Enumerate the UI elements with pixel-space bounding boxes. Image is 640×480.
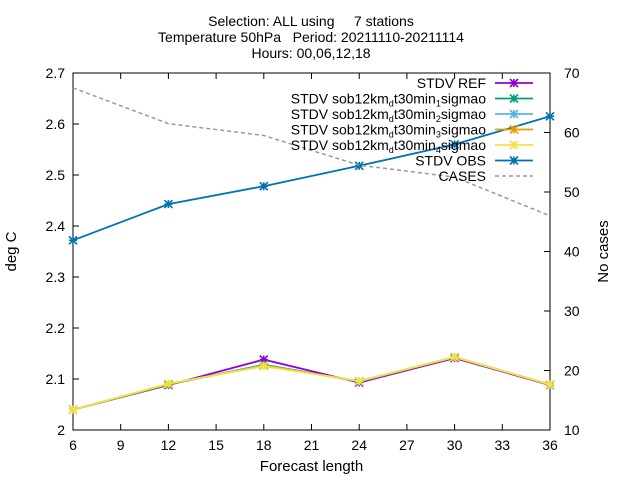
legend-label: STDV sob12kmd​t30min2​sigmao	[291, 106, 486, 124]
y2-tick-label: 50	[564, 184, 580, 200]
y2-tick-label: 20	[564, 363, 580, 379]
legend-label: STDV OBS	[415, 153, 486, 169]
y-tick-label: 2	[57, 422, 65, 438]
y2-tick-label: 70	[564, 65, 580, 81]
y2-tick-label: 10	[564, 422, 580, 438]
data-point	[259, 361, 269, 371]
y2-axis-ticks: 10 20 30 40 50 60 70	[544, 65, 580, 438]
x-axis-ticks: 6 9 12 15 18 21 24 27 30 33 36	[69, 73, 558, 453]
series-line	[72, 87, 551, 217]
data-point	[509, 124, 519, 135]
y-tick-label: 2.1	[46, 371, 66, 387]
data-point	[259, 181, 269, 191]
data-point	[68, 235, 78, 245]
title-line: Selection: ALL using 7 stations	[208, 13, 414, 29]
series-line	[72, 356, 551, 411]
title-line: Hours: 00,06,12,18	[251, 45, 370, 61]
y-tick-label: 2.5	[46, 167, 66, 183]
data-point	[545, 380, 555, 390]
x-tick-label: 27	[399, 437, 415, 453]
y-tick-label: 2.2	[46, 320, 66, 336]
legend-label: STDV sob12kmd​t30min4​sigmao	[291, 137, 486, 155]
y-tick-label: 2.6	[46, 116, 66, 132]
x-tick-label: 6	[69, 437, 77, 453]
y2-tick-label: 40	[564, 244, 580, 260]
chart-title: Selection: ALL using 7 stationsTemperatu…	[158, 13, 464, 61]
data-point	[163, 379, 173, 389]
x-tick-label: 18	[256, 437, 272, 453]
legend-label: CASES	[439, 168, 486, 184]
x-tick-label: 24	[351, 437, 367, 453]
x-tick-label: 21	[304, 437, 320, 453]
y-tick-label: 2.3	[46, 269, 66, 285]
legend-label: STDV REF	[417, 75, 486, 91]
title-line: Temperature 50hPa Period: 20211110-20211…	[158, 29, 464, 45]
data-point	[509, 109, 519, 119]
x-axis-label: Forecast length	[260, 458, 363, 475]
data-point	[450, 352, 460, 362]
data-point	[545, 111, 555, 121]
data-point	[509, 78, 519, 88]
x-tick-label: 15	[208, 437, 224, 453]
x-tick-label: 9	[117, 437, 125, 453]
data-point	[450, 139, 460, 149]
x-tick-label: 36	[542, 437, 558, 453]
data-point	[509, 93, 519, 104]
data-point	[163, 199, 173, 209]
y2-axis-label: No cases	[595, 220, 612, 283]
x-tick-label: 33	[495, 437, 511, 453]
data-point	[68, 405, 78, 415]
data-point	[354, 376, 364, 386]
series-line	[72, 357, 551, 411]
y-axis-ticks: 2 2.1 2.2 2.3 2.4 2.5 2.6 2.7	[46, 65, 79, 438]
series-lines	[68, 87, 555, 415]
legend-label: STDV sob12kmd​t30min3​sigmao	[291, 122, 486, 140]
series-line	[72, 115, 551, 242]
data-point	[509, 155, 519, 166]
data-point	[509, 140, 519, 150]
legend-label: STDV sob12kmd​t30min1​sigmao	[291, 91, 486, 109]
y-tick-label: 2.4	[46, 218, 66, 234]
y2-tick-label: 60	[564, 125, 580, 141]
y-tick-label: 2.7	[46, 65, 66, 81]
x-tick-label: 12	[161, 437, 177, 453]
x-tick-label: 30	[447, 437, 463, 453]
y-axis-label: deg C	[3, 231, 20, 271]
y2-tick-label: 30	[564, 303, 580, 319]
